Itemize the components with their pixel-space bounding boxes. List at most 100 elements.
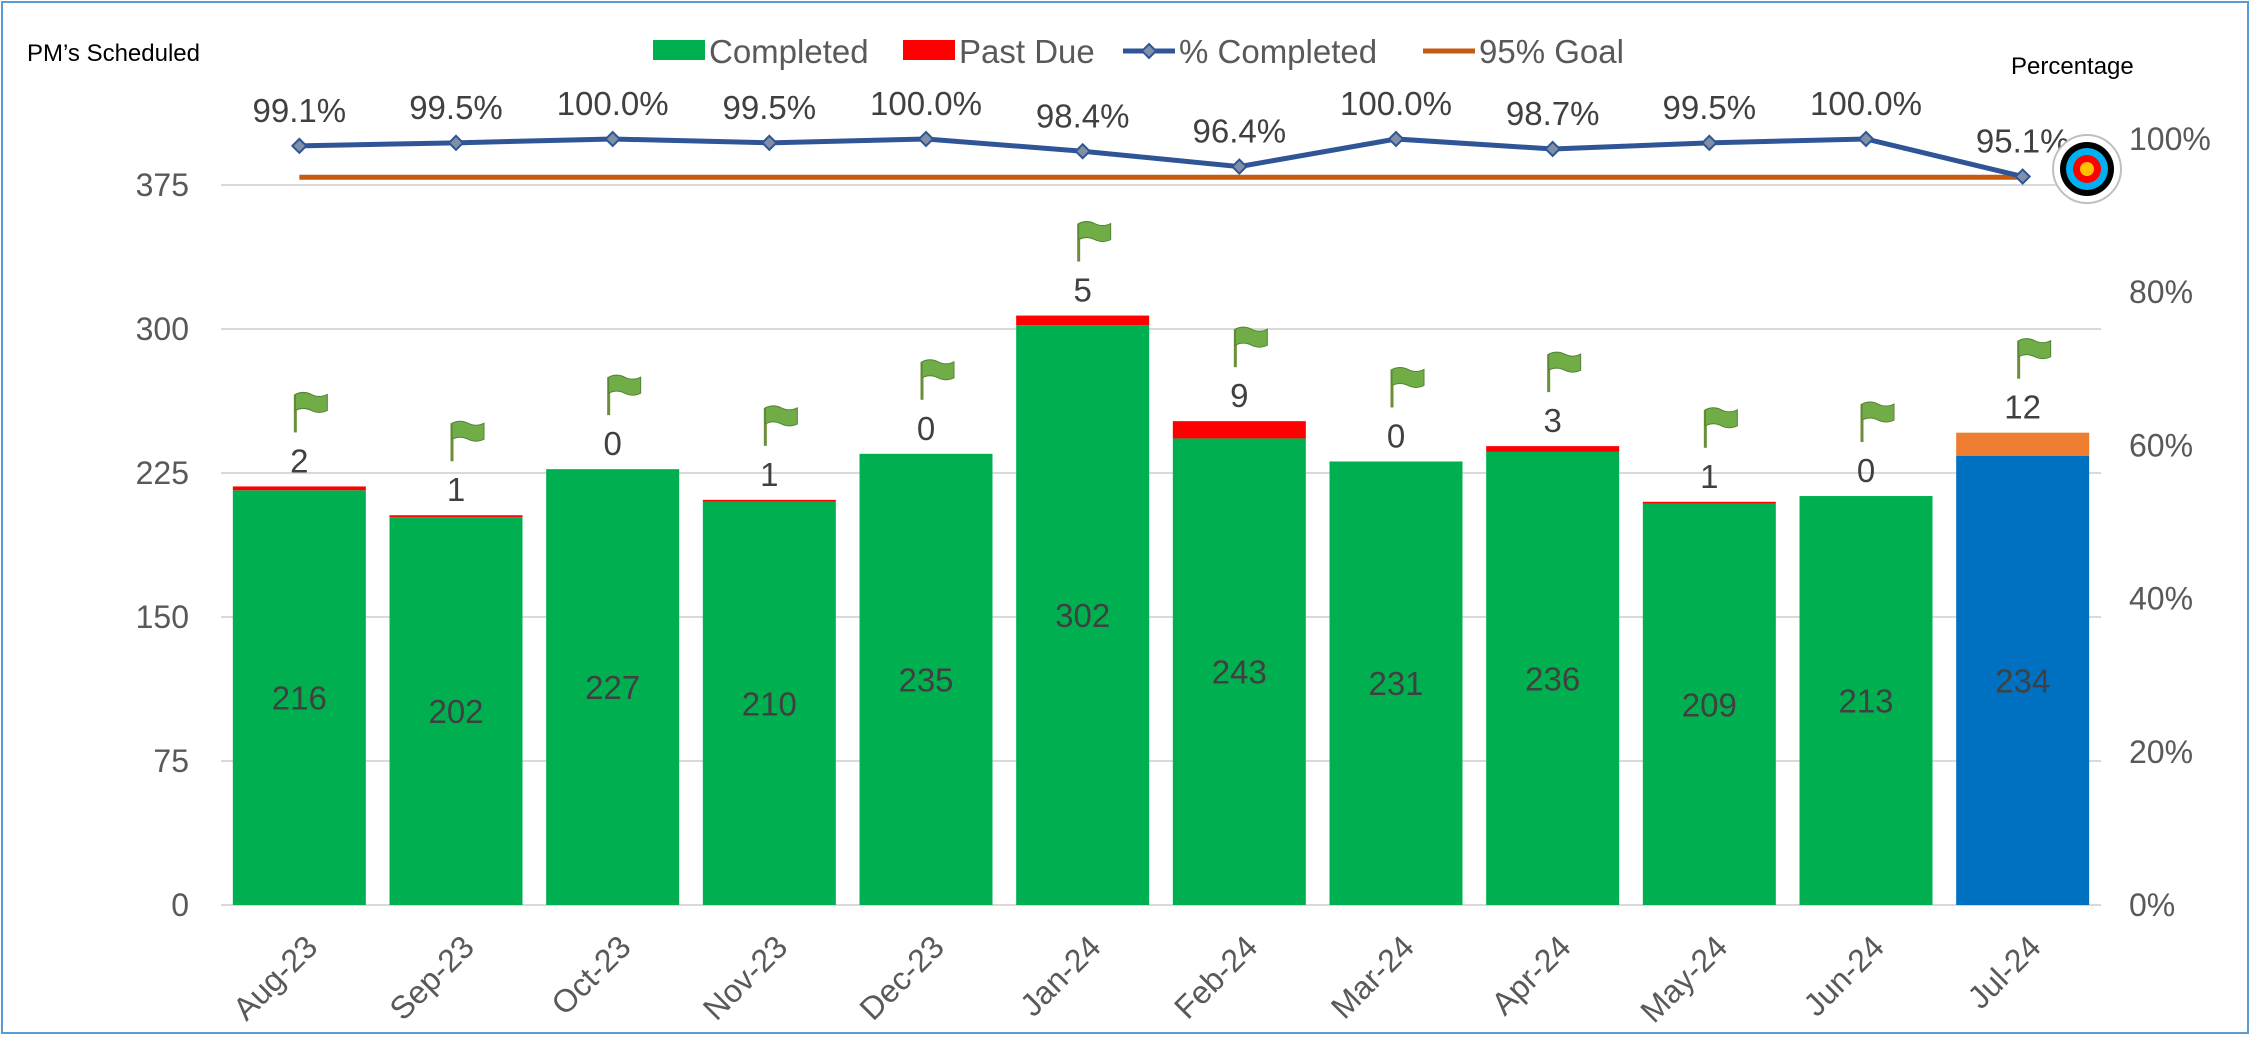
past-due-value-label: 2 [290,442,308,479]
pct-completed-label: 99.5% [409,89,503,126]
category-label: Aug-23 [226,928,324,1026]
left-axis-tick-label: 150 [136,599,189,635]
category-label: May-24 [1633,928,1734,1029]
past-due-value-label: 1 [760,456,778,493]
lines [290,130,2032,185]
right-axis-tick-label: 80% [2129,274,2193,310]
legend-goal: 95% Goal [1423,33,1624,70]
pct-completed-point [2014,168,2032,185]
bar-completed [1016,325,1150,905]
green-flag-icon [920,359,955,400]
completed-value-label: 236 [1525,660,1580,697]
completed-value-label: 243 [1212,654,1267,691]
past-due-value-label: 0 [1857,452,1875,489]
green-flag-icon [1233,326,1268,368]
bar-past-due [702,499,836,502]
left-axis-tick-label: 75 [153,743,189,779]
right-axis-tick-label: 20% [2129,734,2193,770]
past-due-value-label: 1 [447,471,465,508]
past-due-value-label: 1 [1700,458,1718,495]
past-due-value-label: 9 [1230,377,1248,414]
pct-completed-label: 100.0% [557,85,669,122]
completed-value-label: 202 [428,693,483,730]
category-label: Oct-23 [544,928,637,1021]
legend-label: Completed [709,33,869,70]
bar-past-due [232,486,366,491]
left-axis-tick-label: 0 [171,887,189,923]
pct-completed-point [1230,158,1248,175]
category-label: Jul-24 [1961,928,2048,1015]
legend: Completed Past Due % Completed 95% Goal [653,33,1624,70]
category-label: Sep-23 [383,928,481,1026]
pct-completed-point [917,130,935,148]
pct-completed-point [604,130,622,148]
right-axis-title: Percentage [2011,53,2134,80]
legend-pct-completed: % Completed [1123,33,1377,70]
category-label: Apr-24 [1484,928,1577,1021]
bar-past-due [1642,501,1776,504]
category-label: Jun-24 [1796,928,1891,1023]
category-label: Mar-24 [1324,928,1421,1025]
pct-completed-point [1857,130,1875,148]
bar-completed [859,453,993,905]
bars [232,315,2090,905]
pct-completed-label: 95.1% [1976,123,2070,160]
green-flag-icon [293,391,328,433]
data-labels: 216 2 202 1 227 0 210 1 235 0 302 5 243 9 231 0 236 3 209 1… [253,85,2122,730]
pct-completed-label: 96.4% [1193,113,1287,150]
category-label: Nov-23 [696,928,794,1026]
bar-completed [1956,455,2090,905]
bar-completed [546,469,680,905]
gridlines [221,184,2101,906]
green-flag-icon [450,420,485,462]
legend-past-due: Past Due [903,33,1095,70]
green-flag-icon [1703,407,1738,448]
pct-completed-label: 98.7% [1506,95,1600,132]
completed-value-label: 209 [1682,686,1737,723]
green-flag-icon [1860,401,1895,443]
past-due-value-label: 0 [603,425,621,462]
pct-completed-label: 100.0% [1340,85,1452,122]
right-axis-tick-label: 100% [2129,121,2211,157]
legend-label: % Completed [1179,33,1377,70]
bar-completed [1172,438,1306,905]
completed-value-label: 216 [272,680,327,717]
pct-completed-point [447,134,465,152]
pm-chart: 216 2 202 1 227 0 210 1 235 0 302 5 243 9 231 0 236 3 209 1… [27,33,2211,1029]
bar-completed [1486,451,1620,905]
past-due-value-label: 5 [1073,272,1091,309]
bar-completed [389,517,523,905]
left-axis-tick-label: 375 [136,167,189,203]
bar-past-due [1016,315,1150,326]
legend-label: 95% Goal [1479,33,1624,70]
bar-completed [702,501,836,905]
past-due-value-label: 3 [1543,402,1561,439]
pct-completed-point [1544,140,1562,158]
green-flag-icon [607,374,642,416]
completed-value-label: 210 [742,685,797,722]
bar-completed [1799,496,1933,905]
category-label: Dec-23 [853,928,951,1026]
pct-completed-line [299,136,2024,179]
right-axis-tick-label: 0% [2129,887,2175,923]
green-flag-icon [2017,338,2052,379]
pct-completed-label: 99.1% [253,92,347,129]
green-flag-icon [1547,351,1582,393]
pct-completed-label: 100.0% [1810,85,1922,122]
completed-value-label: 302 [1055,597,1110,634]
right-axis-tick-label: 60% [2129,427,2193,463]
bar-completed [1642,503,1776,905]
past-due-value-label: 12 [2004,389,2041,426]
legend-completed: Completed [653,33,869,70]
pct-completed-label: 99.5% [723,89,817,126]
pct-completed-point [1074,142,1092,160]
bullseye-target-icon [2052,134,2122,204]
completed-value-label: 235 [898,661,953,698]
right-axis-tick-label: 40% [2129,581,2193,617]
category-label: Jan-24 [1013,928,1108,1023]
completed-value-label: 231 [1368,665,1423,702]
category-label: Feb-24 [1167,928,1264,1025]
bar-past-due [389,515,523,518]
green-flag-icon [1077,221,1112,262]
legend-label: Past Due [959,33,1095,70]
